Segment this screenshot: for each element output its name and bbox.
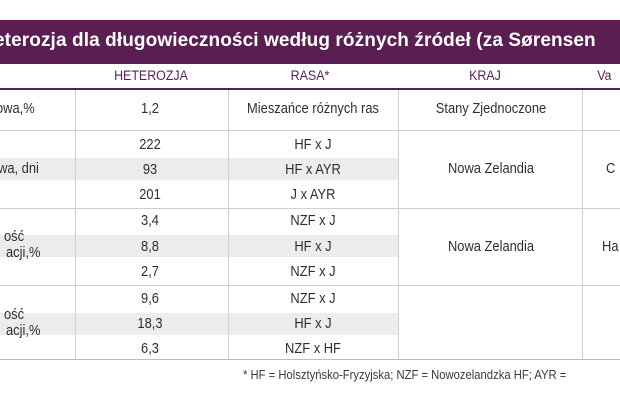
heterozja-value: 222 — [139, 136, 161, 153]
heterozja-value: 2,7 — [141, 263, 159, 280]
table-bottom-border — [0, 359, 620, 360]
row-label: acji,% — [6, 322, 41, 339]
rasa-value: NZF x J — [290, 212, 336, 229]
row-divider — [75, 208, 620, 209]
rasa-value: NZF x J — [290, 263, 336, 280]
column-divider — [75, 90, 76, 360]
header-rasa: RASA* — [290, 68, 330, 83]
merged-cell — [583, 131, 620, 208]
rasa-value: Mieszańce różnych ras — [247, 100, 379, 117]
table-title: eterozja dla długowieczności według różn… — [0, 30, 596, 51]
heterozja-value: 6,3 — [141, 340, 159, 357]
rasa-value: J x AYR — [290, 186, 336, 203]
row-divider — [0, 208, 75, 209]
rasa-value: HF x J — [294, 315, 332, 332]
kraj-value: Nowa Zelandia — [447, 160, 535, 177]
header-kraj: KRAJ — [469, 68, 501, 83]
merged-cell — [399, 131, 582, 208]
rasa-value: HF x J — [294, 238, 332, 255]
row-divider — [0, 130, 75, 131]
merged-cell — [399, 286, 582, 359]
kraj-value: Nowa Zelandia — [447, 238, 535, 255]
heterozja-value: 9,6 — [141, 290, 159, 307]
row-label: wa, dni — [0, 160, 39, 177]
row-label: acji,% — [6, 244, 41, 261]
heterozja-value: 3,4 — [141, 212, 159, 229]
merged-cell — [583, 286, 620, 359]
column-divider — [398, 90, 399, 360]
merged-cell — [583, 209, 620, 285]
heterozja-value: 93 — [142, 161, 158, 178]
merged-cell — [399, 209, 582, 285]
row-divider — [0, 285, 75, 286]
header-heterozja: HETEROZJA — [114, 68, 188, 83]
column-divider — [228, 90, 229, 360]
header-divider — [0, 88, 620, 90]
rasa-value: NZF x J — [290, 290, 336, 307]
row-label: owa,% — [0, 100, 35, 117]
row-label: ość — [4, 228, 25, 245]
heterozja-value: 18,3 — [137, 315, 163, 332]
heterozja-value: 1,2 — [141, 100, 159, 117]
row-divider — [75, 285, 620, 286]
footnote: * HF = Holsztyńsko-Fryzyjska; NZF = Nowo… — [243, 368, 567, 382]
title-bar: eterozja dla długowieczności według różn… — [0, 20, 620, 64]
row-divider — [75, 130, 620, 131]
column-divider — [582, 90, 583, 360]
row-label: ość — [4, 306, 25, 323]
rasa-value: NZF x HF — [285, 340, 341, 357]
kraj-value: Stany Zjednoczone — [435, 100, 547, 117]
rasa-value: HF x J — [294, 136, 332, 153]
heterozja-value: 8,8 — [141, 238, 159, 255]
extra-value: Ha — [602, 238, 619, 255]
heterozja-value: 201 — [139, 186, 161, 203]
extra-value: C — [606, 160, 616, 177]
header-va: Va — [597, 68, 612, 83]
rasa-value: HF x AYR — [285, 161, 341, 178]
